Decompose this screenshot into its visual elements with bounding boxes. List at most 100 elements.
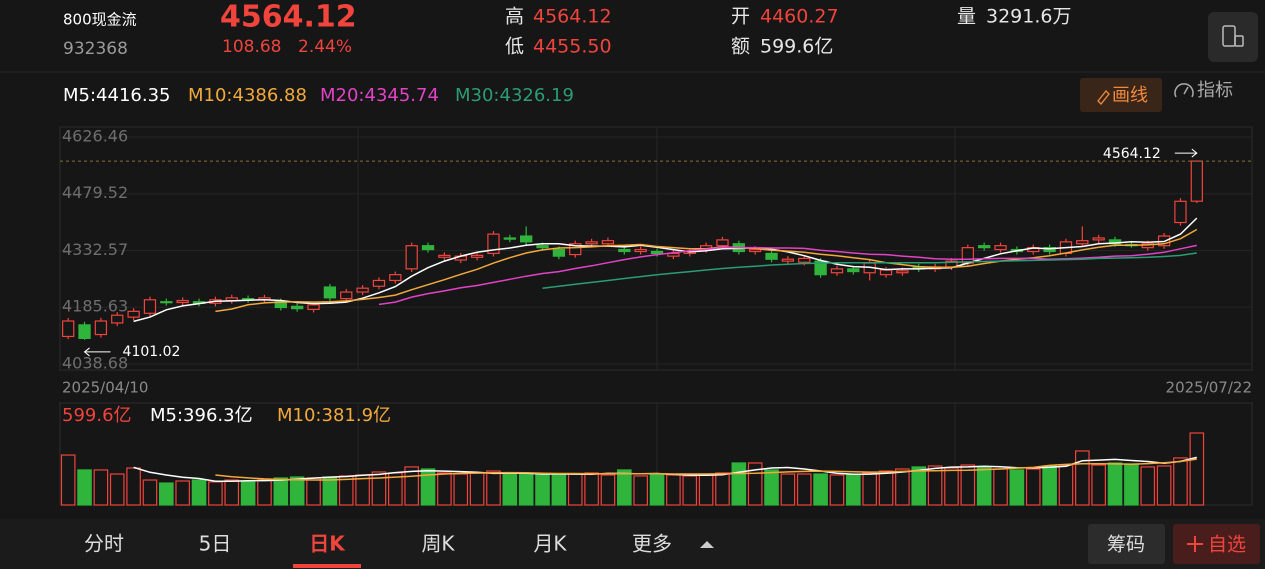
volume-bar	[1058, 464, 1074, 506]
candle-body	[961, 247, 974, 264]
candle-body	[798, 257, 811, 263]
volume-bar	[649, 474, 665, 506]
volume-bar	[159, 482, 174, 506]
chips-button-text[interactable]: 筹码	[1107, 534, 1145, 556]
volume-bar	[142, 479, 158, 506]
volume-bar	[715, 472, 730, 506]
legend-entry: M20:4345.74	[320, 85, 439, 106]
candle-body	[830, 268, 844, 274]
tab[interactable]: 周K	[421, 532, 455, 556]
draw-button-text[interactable]: 画线	[1112, 85, 1148, 106]
volume-bar	[191, 479, 207, 506]
volume-bar	[796, 473, 812, 506]
tab[interactable]: 5日	[199, 532, 232, 556]
candle-body	[94, 320, 108, 336]
volume-bar	[829, 474, 845, 506]
candle-body	[650, 250, 664, 255]
candle-body	[847, 268, 860, 273]
volume-bar	[764, 469, 779, 506]
volume-bar	[404, 466, 419, 506]
volume-bar	[1124, 463, 1139, 506]
phone-icon-side	[1234, 35, 1244, 47]
more-arrow[interactable]	[700, 541, 714, 548]
indicator-button[interactable]: 指标	[1174, 80, 1233, 101]
pencil-icon	[1097, 90, 1110, 105]
indicator-button-text[interactable]: 指标	[1197, 80, 1233, 101]
candle-body	[291, 305, 304, 310]
moving-average-line	[378, 244, 1197, 306]
volume-bar	[895, 468, 910, 506]
high-annotation: 4564.12	[1103, 146, 1161, 162]
candle-body	[781, 258, 795, 262]
volume-average-line	[215, 458, 1197, 481]
legend-entry: M10:4386.88	[188, 85, 307, 106]
volume-bar	[1107, 462, 1123, 506]
volume-value: 3291.6万	[986, 6, 1071, 28]
volume-bar	[862, 472, 877, 506]
volume-bar	[518, 473, 534, 506]
bottom-bar	[0, 519, 1265, 569]
volume-bar	[584, 472, 599, 506]
candle-body	[78, 324, 91, 339]
watchlist-button-box[interactable]	[1173, 524, 1260, 564]
candle-body	[111, 314, 124, 324]
gauge-icon	[1174, 83, 1194, 98]
volume-bar	[437, 472, 452, 506]
candle-body	[372, 279, 386, 287]
amount-label: 额	[731, 36, 750, 58]
y-tick-label: 4626.46	[62, 127, 128, 146]
volume-bar	[322, 476, 338, 506]
low-value: 4455.50	[533, 36, 612, 58]
price-change: 108.68	[222, 37, 281, 57]
candle-body	[421, 245, 435, 251]
candle-body	[994, 245, 1007, 251]
candle-body	[634, 248, 647, 253]
volume-bar	[1189, 432, 1205, 506]
volume-bar	[878, 470, 894, 506]
candle-body	[978, 245, 991, 249]
volume-bar	[1173, 457, 1188, 506]
icon-box[interactable]	[1208, 12, 1258, 62]
volume-bar	[273, 477, 289, 506]
volume-bar	[780, 473, 796, 506]
tab[interactable]: 月K	[533, 532, 567, 556]
y-tick-label: 4479.52	[62, 183, 128, 202]
chips-button-box[interactable]	[1088, 524, 1165, 564]
tab-underline	[293, 564, 361, 568]
moving-average-line	[133, 217, 1198, 323]
volume-bar	[1042, 465, 1057, 506]
volume-bar	[60, 454, 76, 506]
last-price: 4564.12	[220, 0, 357, 35]
tab[interactable]: 分时	[84, 532, 124, 556]
tabs: 分时 5日 日K 周K 月K 更多	[84, 532, 672, 568]
candle-body	[896, 270, 909, 274]
draw-button[interactable]: 画线	[1080, 78, 1162, 112]
watchlist-button[interactable]: 自选	[1173, 524, 1260, 564]
watchlist-button-text[interactable]: 自选	[1208, 534, 1246, 556]
tab[interactable]: 日K	[309, 532, 346, 556]
volume-bar	[944, 467, 959, 506]
volume-bar	[567, 473, 583, 506]
candle-body	[618, 248, 631, 253]
legend-entry: M10:381.9亿	[277, 405, 391, 426]
volume-bar	[126, 467, 141, 506]
landscape-button[interactable]	[1208, 12, 1258, 62]
volume-bar	[224, 479, 240, 506]
y-tick-label: 4185.63	[62, 297, 128, 316]
volume-bar	[960, 464, 976, 506]
candle-body	[749, 248, 762, 253]
volume-bar	[1075, 450, 1090, 506]
volume-bar	[289, 476, 305, 506]
candle-body	[569, 243, 582, 256]
volume-bar	[453, 473, 469, 506]
volume-bar	[666, 474, 681, 506]
candle-body	[1108, 239, 1122, 245]
candle-body	[405, 245, 418, 270]
annotation-arrow-head	[1191, 148, 1198, 158]
volume-bar	[600, 474, 616, 506]
chips-button[interactable]: 筹码	[1088, 524, 1165, 564]
tab[interactable]: 更多	[632, 532, 672, 556]
candle-body	[438, 254, 451, 258]
